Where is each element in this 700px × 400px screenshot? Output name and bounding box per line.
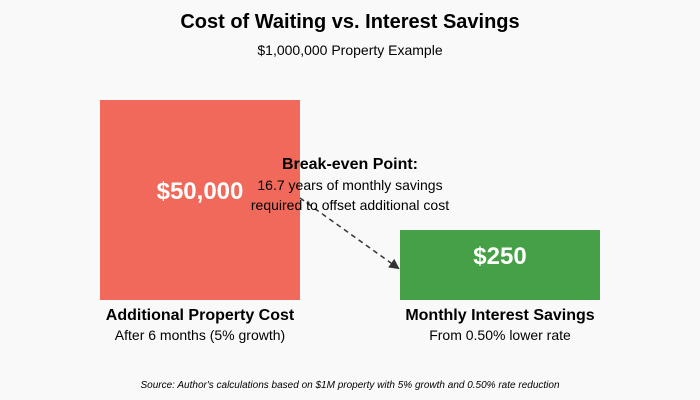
interest-savings-label: Monthly Interest Savings: [405, 307, 595, 324]
interest-savings-block: $250: [400, 230, 600, 300]
additional-cost-label: Additional Property Cost: [105, 307, 295, 324]
source-note: Source: Author's calculations based on $…: [140, 380, 560, 391]
diagram-subtitle: $1,000,000 Property Example: [257, 42, 443, 58]
break-even-line-1: 16.7 years of monthly savings: [257, 177, 443, 193]
additional-cost-sublabel: After 6 months (5% growth): [114, 327, 286, 343]
interest-savings-sublabel: From 0.50% lower rate: [429, 327, 571, 343]
break-even-line-2: required to offset additional cost: [250, 197, 450, 213]
additional-cost-value: $50,000: [156, 178, 244, 205]
diagram-title: Cost of Waiting vs. Interest Savings: [180, 11, 520, 33]
additional-cost-block: $50,000: [100, 100, 300, 300]
interest-savings-value: $250: [473, 243, 527, 270]
break-even-title: Break-even Point:: [281, 156, 419, 173]
